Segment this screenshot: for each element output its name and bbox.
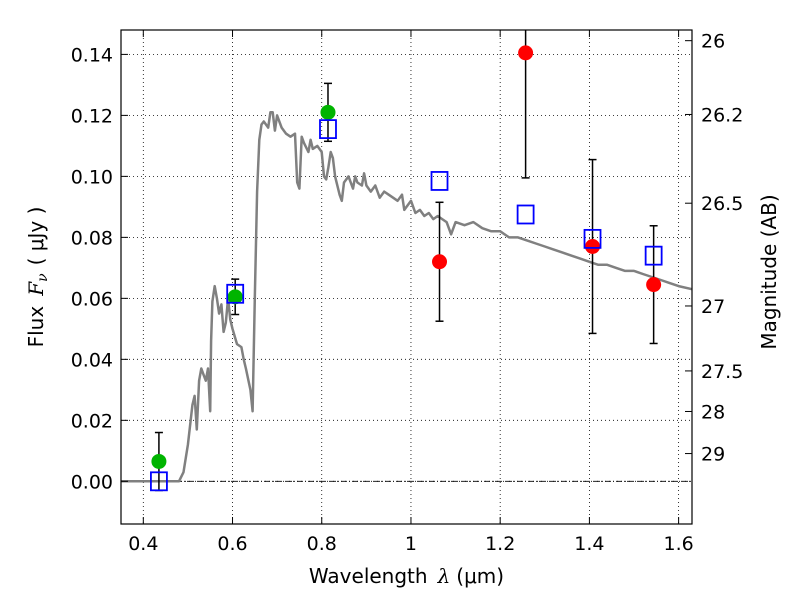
x-tick-label: 1.2 [485, 533, 515, 555]
data-point-square [583, 228, 602, 249]
y-tick-label: 0.08 [71, 227, 113, 249]
data-point-circle [151, 453, 167, 469]
y-tick-label: 0.14 [71, 44, 113, 66]
data-point-circle [518, 45, 534, 61]
data-point-circle [585, 239, 601, 255]
data-point-square [150, 471, 168, 492]
y-tick-label: 0.00 [71, 471, 113, 493]
x-tick-label: 1 [405, 533, 417, 555]
data-point-circle [320, 104, 336, 120]
data-point-square [319, 119, 337, 140]
plot-frame [120, 29, 693, 525]
y-tick-label: 0.04 [71, 349, 113, 371]
grid [121, 30, 692, 524]
y2-tick-labels: 26 26.2 26.5 27 27.5 28 29 [701, 31, 743, 466]
x-tick-label: 0.4 [128, 533, 158, 555]
data-point-square [644, 245, 663, 266]
data-point-circle [432, 254, 448, 270]
data-point-circle [227, 289, 243, 305]
x-tick-label: 1.4 [574, 533, 604, 555]
model-spectrum-line [121, 111, 693, 483]
y2-axis-label: Magnitude (AB) [757, 194, 781, 349]
data-point-square [430, 171, 449, 191]
y-tick-label: 0.10 [71, 166, 113, 188]
y-tick-label: 0.06 [71, 288, 113, 310]
model-spectrum [121, 111, 693, 483]
data-markers [150, 45, 663, 492]
x-tick-label: 1.6 [664, 533, 694, 555]
axis-ticks [121, 30, 692, 524]
x-axis-label: Wavelength λ (μm) [309, 564, 504, 588]
y-tick-label: 0.12 [71, 105, 113, 127]
data-point-square [516, 204, 535, 225]
x-tick-label: 0.8 [307, 533, 337, 555]
y2-tick-label: 28 [701, 401, 725, 423]
x-tick-labels: 0.4 0.6 0.8 1 1.2 1.4 1.6 [128, 533, 694, 555]
x-tick-label: 0.6 [217, 533, 247, 555]
y-tick-labels: 0.00 0.02 0.04 0.06 0.08 0.10 0.12 0.14 [71, 44, 113, 493]
data-point-circle [646, 277, 662, 293]
y2-tick-label: 26.2 [701, 104, 743, 126]
y-axis-label: FluxFν( μJy ) [24, 207, 51, 348]
y2-tick-label: 27.5 [701, 361, 743, 383]
y2-tick-label: 26.5 [701, 193, 743, 215]
y2-tick-label: 27 [701, 296, 725, 318]
data-point-square [226, 283, 245, 304]
y2-tick-label: 29 [701, 444, 725, 466]
y-tick-label: 0.02 [71, 410, 113, 432]
y2-tick-label: 26 [701, 31, 725, 53]
